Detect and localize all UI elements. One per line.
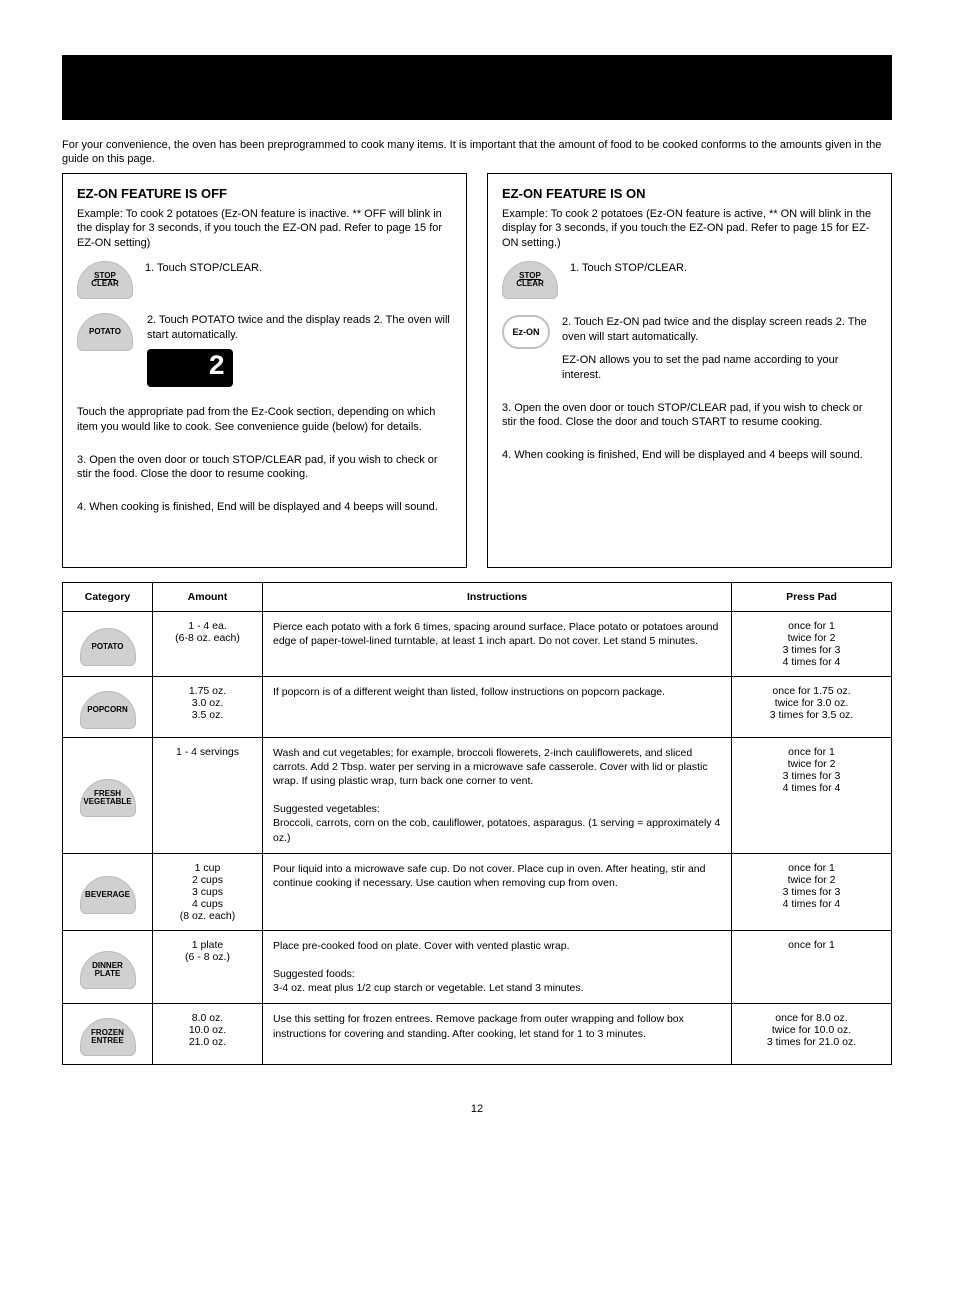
panel-ezon-off: EZ-ON FEATURE IS OFF Example: To cook 2 …	[62, 173, 467, 568]
right-step2: 2. Touch Ez-ON pad twice and the display…	[562, 315, 877, 345]
press-cell: once for 1	[732, 930, 892, 1004]
th-category: Category	[63, 582, 153, 611]
category-cell: FROZENENTREE	[63, 1004, 153, 1065]
category-cell: DINNERPLATE	[63, 930, 153, 1004]
table-row: DINNERPLATE 1 plate(6 - 8 oz.)Place pre-c…	[63, 930, 892, 1004]
left-step4: 4. When cooking is finished, End will be…	[77, 500, 452, 515]
table-row: FRESHVEGETABLE 1 - 4 servingsWash and cut…	[63, 737, 892, 853]
stop-clear-button: STOP CLEAR	[77, 261, 133, 299]
ezon-button: Ez-ON	[502, 315, 550, 349]
amount-cell: 1 - 4 ea.(6-8 oz. each)	[153, 611, 263, 676]
category-button: POTATO	[80, 628, 136, 666]
category-button: FROZENENTREE	[80, 1018, 136, 1056]
instructions-cell: Pour liquid into a microwave safe cup. D…	[263, 853, 732, 930]
press-cell: once for 8.0 oz.twice for 10.0 oz.3 time…	[732, 1004, 892, 1065]
press-cell: once for 1.75 oz.twice for 3.0 oz.3 time…	[732, 676, 892, 737]
clear-label: CLEAR	[91, 280, 119, 288]
convenience-guide-table: Category Amount Instructions Press Pad P…	[62, 582, 892, 1066]
category-button: BEVERAGE	[80, 876, 136, 914]
category-button: FRESHVEGETABLE	[80, 779, 136, 817]
press-cell: once for 1twice for 23 times for 34 time…	[732, 737, 892, 853]
left-pair-note: Touch the appropriate pad from the Ez-Co…	[77, 405, 452, 435]
category-cell: BEVERAGE	[63, 853, 153, 930]
stop-clear-button-right: STOP CLEAR	[502, 261, 558, 299]
category-cell: POTATO	[63, 611, 153, 676]
panel-right-title: EZ-ON FEATURE IS ON	[502, 186, 877, 201]
panel-right-intro: Example: To cook 2 potatoes (Ez-ON featu…	[502, 207, 877, 252]
intro-text: For your convenience, the oven has been …	[62, 138, 892, 167]
lcd-display: 2	[147, 349, 233, 387]
instructions-cell: Place pre-cooked food on plate. Cover wi…	[263, 930, 732, 1004]
th-amount: Amount	[153, 582, 263, 611]
amount-cell: 1 plate(6 - 8 oz.)	[153, 930, 263, 1004]
press-cell: once for 1twice for 23 times for 34 time…	[732, 611, 892, 676]
category-cell: FRESHVEGETABLE	[63, 737, 153, 853]
right-note: EZ-ON allows you to set the pad name acc…	[562, 353, 877, 383]
panel-left-title: EZ-ON FEATURE IS OFF	[77, 186, 452, 201]
table-row: POPCORN 1.75 oz.3.0 oz.3.5 oz.If popcorn …	[63, 676, 892, 737]
category-button: POPCORN	[80, 691, 136, 729]
panel-ezon-on: EZ-ON FEATURE IS ON Example: To cook 2 p…	[487, 173, 892, 568]
amount-cell: 1 cup2 cups3 cups4 cups(8 oz. each)	[153, 853, 263, 930]
instructions-cell: Use this setting for frozen entrees. Rem…	[263, 1004, 732, 1065]
th-press: Press Pad	[732, 582, 892, 611]
panel-left-intro: Example: To cook 2 potatoes (Ez-ON featu…	[77, 207, 452, 252]
ezon-label: Ez-ON	[513, 328, 540, 337]
instructions-cell: Pierce each potato with a fork 6 times, …	[263, 611, 732, 676]
potato-button: POTATO	[77, 313, 133, 351]
right-step4: 4. When cooking is finished, End will be…	[502, 448, 877, 463]
instructions-cell: Wash and cut vegetables; for example, br…	[263, 737, 732, 853]
right-step1: 1. Touch STOP/CLEAR.	[570, 261, 877, 276]
right-step3: 3. Open the oven door or touch STOP/CLEA…	[502, 401, 877, 431]
th-instructions: Instructions	[263, 582, 732, 611]
press-cell: once for 1twice for 23 times for 34 time…	[732, 853, 892, 930]
page-number: 12	[62, 1103, 892, 1115]
left-step2: 2. Touch POTATO twice and the display re…	[147, 313, 452, 343]
category-cell: POPCORN	[63, 676, 153, 737]
table-row: POTATO 1 - 4 ea.(6-8 oz. each)Pierce each…	[63, 611, 892, 676]
category-button: DINNERPLATE	[80, 951, 136, 989]
amount-cell: 1 - 4 servings	[153, 737, 263, 853]
table-row: FROZENENTREE 8.0 oz.10.0 oz.21.0 oz.Use t…	[63, 1004, 892, 1065]
instructions-cell: If popcorn is of a different weight than…	[263, 676, 732, 737]
potato-label: POTATO	[89, 328, 121, 336]
table-row: BEVERAGE 1 cup2 cups3 cups4 cups(8 oz. ea…	[63, 853, 892, 930]
left-step1: 1. Touch STOP/CLEAR.	[145, 261, 452, 276]
clear-label-r: CLEAR	[516, 280, 544, 288]
title-bar	[62, 55, 892, 120]
amount-cell: 8.0 oz.10.0 oz.21.0 oz.	[153, 1004, 263, 1065]
amount-cell: 1.75 oz.3.0 oz.3.5 oz.	[153, 676, 263, 737]
left-step3: 3. Open the oven door or touch STOP/CLEA…	[77, 453, 452, 483]
